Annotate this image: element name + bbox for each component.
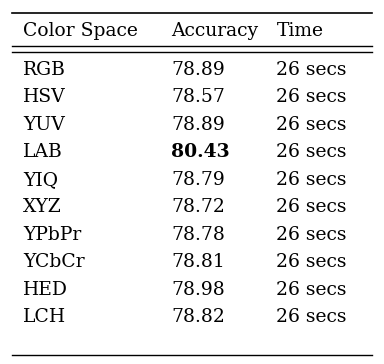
Text: 78.72: 78.72 xyxy=(171,198,225,216)
Text: Time: Time xyxy=(276,22,323,40)
Text: HED: HED xyxy=(23,281,68,299)
Text: HSV: HSV xyxy=(23,88,66,106)
Text: YPbPr: YPbPr xyxy=(23,226,81,244)
Text: 78.81: 78.81 xyxy=(171,253,225,271)
Text: YCbCr: YCbCr xyxy=(23,253,84,271)
Text: 26 secs: 26 secs xyxy=(276,253,347,271)
Text: YIQ: YIQ xyxy=(23,171,58,189)
Text: LCH: LCH xyxy=(23,308,66,326)
Text: 26 secs: 26 secs xyxy=(276,281,347,299)
Text: 78.57: 78.57 xyxy=(171,88,225,106)
Text: 78.82: 78.82 xyxy=(171,308,225,326)
Text: 26 secs: 26 secs xyxy=(276,308,347,326)
Text: 78.98: 78.98 xyxy=(171,281,225,299)
Text: 78.89: 78.89 xyxy=(171,61,225,79)
Text: 26 secs: 26 secs xyxy=(276,88,347,106)
Text: 26 secs: 26 secs xyxy=(276,226,347,244)
Text: XYZ: XYZ xyxy=(23,198,62,216)
Text: 80.43: 80.43 xyxy=(171,143,230,161)
Text: RGB: RGB xyxy=(23,61,66,79)
Text: 26 secs: 26 secs xyxy=(276,171,347,189)
Text: Color Space: Color Space xyxy=(23,22,138,40)
Text: LAB: LAB xyxy=(23,143,63,161)
Text: 78.78: 78.78 xyxy=(171,226,225,244)
Text: 78.79: 78.79 xyxy=(171,171,225,189)
Text: 78.89: 78.89 xyxy=(171,116,225,134)
Text: 26 secs: 26 secs xyxy=(276,61,347,79)
Text: 26 secs: 26 secs xyxy=(276,198,347,216)
Text: 26 secs: 26 secs xyxy=(276,116,347,134)
Text: YUV: YUV xyxy=(23,116,65,134)
Text: Accuracy: Accuracy xyxy=(171,22,258,40)
Text: 26 secs: 26 secs xyxy=(276,143,347,161)
